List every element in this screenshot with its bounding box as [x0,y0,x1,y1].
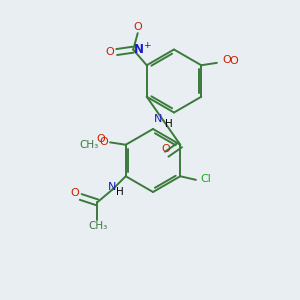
Text: O: O [161,144,170,154]
Text: O: O [99,137,108,147]
Text: Cl: Cl [200,174,211,184]
Text: H: H [165,119,173,129]
Text: CH₃: CH₃ [88,221,107,231]
Text: O: O [133,22,142,32]
Text: +: + [143,41,151,50]
Text: CH₃: CH₃ [79,140,98,150]
Text: H: H [116,187,124,197]
Text: O: O [70,188,79,198]
Text: O: O [96,134,105,144]
Text: O: O [229,56,238,66]
Text: N: N [108,182,116,192]
Text: O: O [106,47,115,57]
Text: O: O [222,55,231,65]
Text: N: N [134,43,144,56]
Text: N: N [154,114,162,124]
